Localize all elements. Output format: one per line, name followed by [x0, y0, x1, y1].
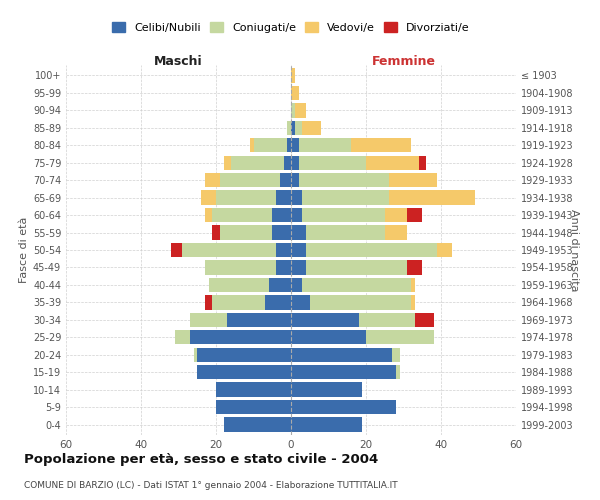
Bar [291, 278, 302, 292]
Legend: Celibi/Nubili, Coniugati/e, Vedovi/e, Divorziati/e: Celibi/Nubili, Coniugati/e, Vedovi/e, Di… [109, 19, 473, 36]
Bar [205, 208, 212, 222]
Bar [272, 208, 291, 222]
Bar [171, 243, 182, 257]
Bar [291, 156, 299, 170]
Bar [299, 138, 351, 152]
Bar [291, 243, 306, 257]
Bar [291, 400, 396, 414]
Bar [193, 348, 197, 362]
Bar [291, 295, 310, 310]
Bar [291, 120, 295, 135]
Bar [284, 156, 291, 170]
Bar [216, 382, 291, 397]
Bar [250, 138, 254, 152]
Bar [276, 190, 291, 205]
Bar [299, 156, 366, 170]
Bar [291, 348, 392, 362]
Bar [389, 190, 475, 205]
Bar [291, 68, 295, 82]
Bar [419, 156, 426, 170]
Bar [291, 382, 362, 397]
Bar [291, 86, 299, 100]
Bar [351, 138, 411, 152]
Bar [190, 312, 227, 327]
Bar [276, 260, 291, 274]
Bar [389, 173, 437, 188]
Bar [392, 348, 400, 362]
Bar [295, 120, 302, 135]
Bar [227, 312, 291, 327]
Bar [306, 226, 385, 239]
Bar [280, 173, 291, 188]
Bar [291, 312, 359, 327]
Bar [231, 156, 284, 170]
Y-axis label: Fasce di età: Fasce di età [19, 217, 29, 283]
Bar [407, 208, 422, 222]
Bar [310, 295, 411, 310]
Bar [201, 190, 216, 205]
Bar [212, 226, 220, 239]
Bar [205, 173, 220, 188]
Bar [302, 190, 389, 205]
Bar [411, 295, 415, 310]
Bar [366, 330, 433, 344]
Bar [291, 103, 295, 118]
Text: Popolazione per età, sesso e stato civile - 2004: Popolazione per età, sesso e stato civil… [24, 452, 378, 466]
Bar [209, 278, 269, 292]
Bar [291, 208, 302, 222]
Bar [291, 190, 302, 205]
Bar [175, 330, 190, 344]
Bar [276, 243, 291, 257]
Bar [411, 278, 415, 292]
Bar [220, 226, 272, 239]
Bar [366, 156, 419, 170]
Bar [302, 278, 411, 292]
Bar [407, 260, 422, 274]
Text: COMUNE DI BARZIO (LC) - Dati ISTAT 1° gennaio 2004 - Elaborazione TUTTITALIA.IT: COMUNE DI BARZIO (LC) - Dati ISTAT 1° ge… [24, 480, 398, 490]
Bar [385, 208, 407, 222]
Text: Femmine: Femmine [371, 56, 436, 68]
Bar [302, 208, 385, 222]
Bar [291, 226, 306, 239]
Bar [302, 120, 321, 135]
Bar [295, 103, 306, 118]
Bar [223, 418, 291, 432]
Bar [216, 400, 291, 414]
Bar [291, 330, 366, 344]
Bar [197, 365, 291, 380]
Bar [299, 173, 389, 188]
Bar [287, 138, 291, 152]
Bar [287, 120, 291, 135]
Bar [223, 156, 231, 170]
Bar [212, 208, 272, 222]
Bar [291, 260, 306, 274]
Bar [291, 173, 299, 188]
Bar [212, 295, 265, 310]
Bar [291, 365, 396, 380]
Bar [269, 278, 291, 292]
Bar [205, 295, 212, 310]
Bar [205, 260, 276, 274]
Bar [216, 190, 276, 205]
Bar [306, 243, 437, 257]
Bar [220, 173, 280, 188]
Bar [415, 312, 433, 327]
Bar [190, 330, 291, 344]
Bar [272, 226, 291, 239]
Bar [254, 138, 287, 152]
Bar [385, 226, 407, 239]
Bar [437, 243, 452, 257]
Bar [306, 260, 407, 274]
Bar [197, 348, 291, 362]
Bar [359, 312, 415, 327]
Bar [265, 295, 291, 310]
Y-axis label: Anni di nascita: Anni di nascita [569, 209, 579, 291]
Bar [182, 243, 276, 257]
Text: Maschi: Maschi [154, 56, 203, 68]
Bar [396, 365, 400, 380]
Bar [291, 418, 362, 432]
Bar [291, 138, 299, 152]
